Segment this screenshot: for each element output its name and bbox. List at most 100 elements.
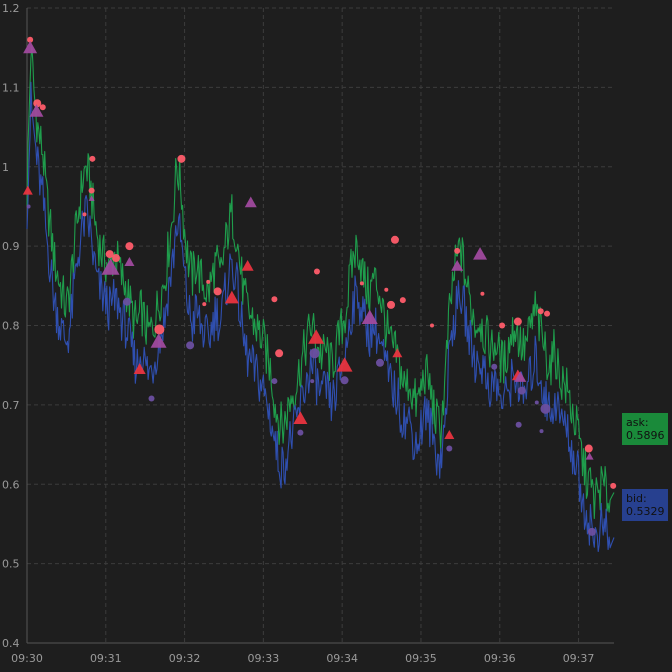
trade-dot	[26, 204, 31, 209]
trade-triangle	[101, 258, 120, 275]
trade-dot	[148, 395, 155, 402]
trade-dot	[540, 403, 551, 414]
trade-dot	[213, 287, 222, 296]
trade-dot	[33, 99, 42, 108]
trade-dot	[271, 296, 278, 303]
x-tick-label: 09:31	[90, 652, 122, 665]
trade-dot	[271, 378, 278, 385]
trade-triangle	[241, 259, 254, 271]
trade-triangle	[451, 259, 464, 271]
x-axis-ticks: 09:30 09:31 09:32 09:33 09:34 09:35 09:36 09:37	[11, 652, 594, 665]
trade-dot	[186, 341, 195, 350]
x-tick-label: 09:30	[11, 652, 43, 665]
trade-triangle	[514, 371, 527, 382]
trade-dot	[491, 363, 498, 370]
trade-triangle	[124, 257, 135, 266]
y-tick-label: 0.4	[2, 637, 20, 650]
ask-badge-label: ask:	[626, 416, 649, 429]
bid-badge	[622, 489, 668, 521]
trade-triangle	[224, 290, 239, 304]
bid-badge-value: 0.5329	[626, 505, 665, 518]
trade-dot	[88, 187, 95, 194]
trade-dot	[310, 379, 315, 384]
trade-dot	[89, 155, 96, 162]
trade-dot	[177, 154, 186, 163]
x-tick-label: 09:36	[484, 652, 516, 665]
trade-triangle	[308, 329, 325, 344]
trade-dot	[454, 247, 461, 254]
y-axis-ticks: 0.4 0.5 0.6 0.7 0.8 0.9 1 1.1 1.2	[2, 2, 20, 650]
trade-dot	[513, 317, 522, 326]
trade-dot	[587, 527, 596, 536]
trade-dot	[515, 421, 522, 428]
trade-dot	[309, 348, 320, 359]
trade-triangle	[88, 195, 95, 201]
trade-triangle	[444, 430, 455, 440]
trade-dot	[610, 482, 617, 489]
trade-dot	[112, 254, 121, 263]
trade-markers	[22, 36, 617, 536]
trade-dot	[544, 310, 551, 317]
price-badges: ask:0.5896 bid:0.5329	[622, 413, 668, 521]
trade-dot	[429, 323, 434, 328]
trade-triangle	[336, 357, 353, 372]
y-tick-label: 0.7	[2, 399, 20, 412]
ask-badge	[622, 413, 668, 445]
y-tick-label: 0.8	[2, 320, 20, 333]
trade-dot	[399, 297, 406, 304]
trade-dot	[384, 287, 389, 292]
series-line-ask	[26, 45, 615, 520]
trade-dot	[446, 445, 453, 452]
trade-triangle	[150, 333, 167, 348]
trade-dot	[123, 297, 132, 306]
x-tick-label: 09:33	[248, 652, 280, 665]
x-tick-label: 09:34	[326, 652, 358, 665]
trade-dot	[297, 429, 304, 436]
x-tick-label: 09:35	[405, 652, 437, 665]
trade-triangle	[244, 196, 257, 208]
grid	[26, 7, 614, 644]
trade-triangle	[23, 40, 38, 54]
trade-dot	[517, 386, 526, 395]
x-tick-label: 09:37	[563, 652, 595, 665]
trade-dot	[584, 444, 593, 453]
trade-dot	[206, 279, 211, 284]
trade-triangle	[29, 104, 44, 117]
y-tick-label: 0.9	[2, 240, 20, 253]
trade-dot	[27, 36, 34, 43]
trade-dot	[359, 281, 364, 286]
trade-dot	[154, 324, 165, 335]
y-tick-label: 0.6	[2, 478, 20, 491]
price-lines	[26, 45, 615, 553]
trade-triangle	[473, 247, 488, 260]
trade-dot	[537, 308, 544, 315]
trade-triangle	[133, 363, 146, 374]
series-line-bid	[26, 81, 615, 553]
y-tick-label: 0.5	[2, 558, 20, 571]
trade-triangle	[585, 452, 594, 460]
trade-triangle	[293, 411, 308, 424]
x-tick-label: 09:32	[169, 652, 201, 665]
trade-dot	[499, 322, 506, 329]
trade-triangle	[361, 309, 378, 324]
trade-triangle	[392, 348, 403, 358]
trade-dot	[534, 400, 539, 405]
trade-dot	[82, 212, 87, 217]
trade-dot	[39, 104, 46, 111]
trade-dot	[105, 250, 114, 259]
y-tick-label: 1.2	[2, 2, 20, 15]
ask-badge-value: 0.5896	[626, 429, 665, 442]
trade-triangle	[22, 185, 33, 195]
y-tick-label: 1	[2, 161, 9, 174]
trade-dot	[390, 235, 399, 244]
bid-badge-label: bid:	[626, 492, 647, 505]
axis-frame	[26, 8, 614, 644]
y-tick-label: 1.1	[2, 81, 20, 94]
trade-dot	[340, 376, 349, 385]
trade-dot	[539, 429, 544, 434]
trade-dot	[313, 268, 320, 275]
trade-dot	[387, 300, 396, 309]
trade-dot	[480, 291, 485, 296]
trade-dot	[125, 242, 134, 251]
